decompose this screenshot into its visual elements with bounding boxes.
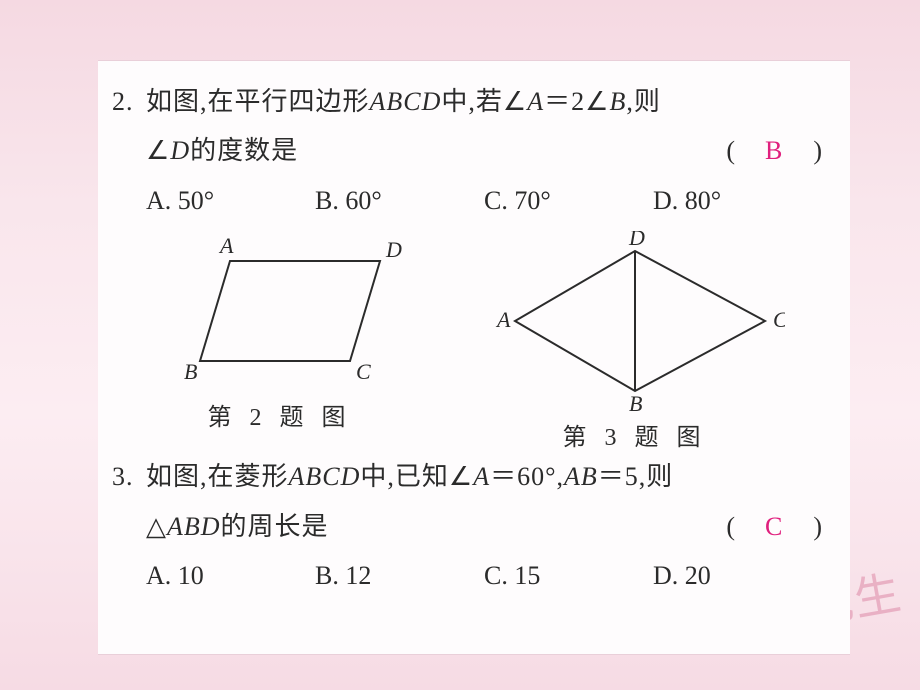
q2-text-2: 中,若 — [441, 77, 503, 126]
q2-angle-b: B — [609, 77, 626, 126]
q3-option-b: B. 12 — [315, 551, 484, 600]
q2-answer: B — [761, 126, 787, 175]
paren-close: ) — [787, 126, 822, 175]
parallelogram-shape — [200, 261, 380, 361]
angle-symbol: ∠ — [503, 77, 527, 126]
q2-angle-a: A — [527, 77, 544, 126]
q2-figure-caption: 第 2 题 图 — [208, 397, 352, 432]
rhombus-shape — [515, 251, 765, 391]
angle-symbol: ∠ — [585, 77, 609, 126]
q3-number: 3. — [112, 452, 146, 501]
q3-option-a: A. 10 — [146, 551, 315, 600]
vertex-label-b: B — [629, 391, 642, 411]
figure-row: A D C B 第 2 题 图 D C B A 第 3 题 图 — [112, 231, 822, 452]
q2-number: 2. — [112, 77, 146, 126]
q2-option-b: B. 60° — [315, 176, 484, 225]
q3-angle-a: A — [473, 452, 490, 501]
q2-text-3: ,则 — [626, 77, 661, 126]
q3-options: A. 10 B. 12 C. 15 D. 20 — [112, 551, 822, 600]
q2-angle-d: D — [170, 126, 190, 175]
q2-line2: ∠ D 的度数是 ( B ) — [112, 126, 822, 175]
q3-answer: C — [761, 502, 787, 551]
q3-line2: △ ABD 的周长是 ( C ) — [112, 502, 822, 551]
q2-options: A. 50° B. 60° C. 70° D. 80° — [112, 176, 822, 225]
q3-rhombus-figure: D C B A — [485, 231, 785, 411]
q3-option-d: D. 20 — [653, 551, 822, 600]
q2-option-c: C. 70° — [484, 176, 653, 225]
q2-option-d: D. 80° — [653, 176, 822, 225]
q3-eq2: ＝5,则 — [598, 452, 674, 501]
q3-text-3: 的周长是 — [221, 502, 329, 551]
triangle-symbol: △ — [146, 502, 167, 551]
q3-text-1: 如图,在菱形 — [146, 452, 289, 501]
q3-eq1: ＝60°, — [490, 452, 564, 501]
vertex-label-c: C — [773, 307, 785, 332]
q3-option-c: C. 15 — [484, 551, 653, 600]
vertex-label-d: D — [385, 237, 402, 262]
q3-figure-caption: 第 3 题 图 — [563, 417, 707, 452]
vertex-label-d: D — [628, 231, 645, 250]
vertex-label-a: A — [218, 233, 234, 258]
vertex-label-b: B — [184, 359, 197, 384]
q3-var-abcd: ABCD — [289, 452, 361, 501]
angle-symbol: ∠ — [146, 126, 170, 175]
q3-text-2: 中,已知 — [360, 452, 449, 501]
q2-option-a: A. 50° — [146, 176, 315, 225]
paren-open: ( — [726, 502, 761, 551]
q3-var-ab: AB — [564, 452, 598, 501]
paren-open: ( — [726, 126, 761, 175]
q3-figure-cell: D C B A 第 3 题 图 — [485, 231, 785, 452]
content-card: 2. 如图,在平行四边形 ABCD 中,若 ∠ A ＝2 ∠ B ,则 ∠ D … — [98, 60, 850, 655]
q2-text-4: 的度数是 — [190, 126, 298, 175]
q3-line1: 3. 如图,在菱形 ABCD 中,已知 ∠ A ＝60°, AB ＝5,则 — [112, 452, 822, 501]
q2-line1: 2. 如图,在平行四边形 ABCD 中,若 ∠ A ＝2 ∠ B ,则 — [112, 77, 822, 126]
q3-var-abd: ABD — [167, 502, 221, 551]
paren-close: ) — [787, 502, 822, 551]
vertex-label-c: C — [356, 359, 371, 384]
vertex-label-a: A — [495, 307, 511, 332]
q2-eq: ＝2 — [544, 77, 585, 126]
q2-text-1: 如图,在平行四边形 — [146, 77, 370, 126]
q2-parallelogram-figure: A D C B — [150, 231, 410, 391]
q2-figure-cell: A D C B 第 2 题 图 — [150, 231, 410, 452]
q2-var-abcd: ABCD — [370, 77, 442, 126]
angle-symbol: ∠ — [449, 452, 473, 501]
